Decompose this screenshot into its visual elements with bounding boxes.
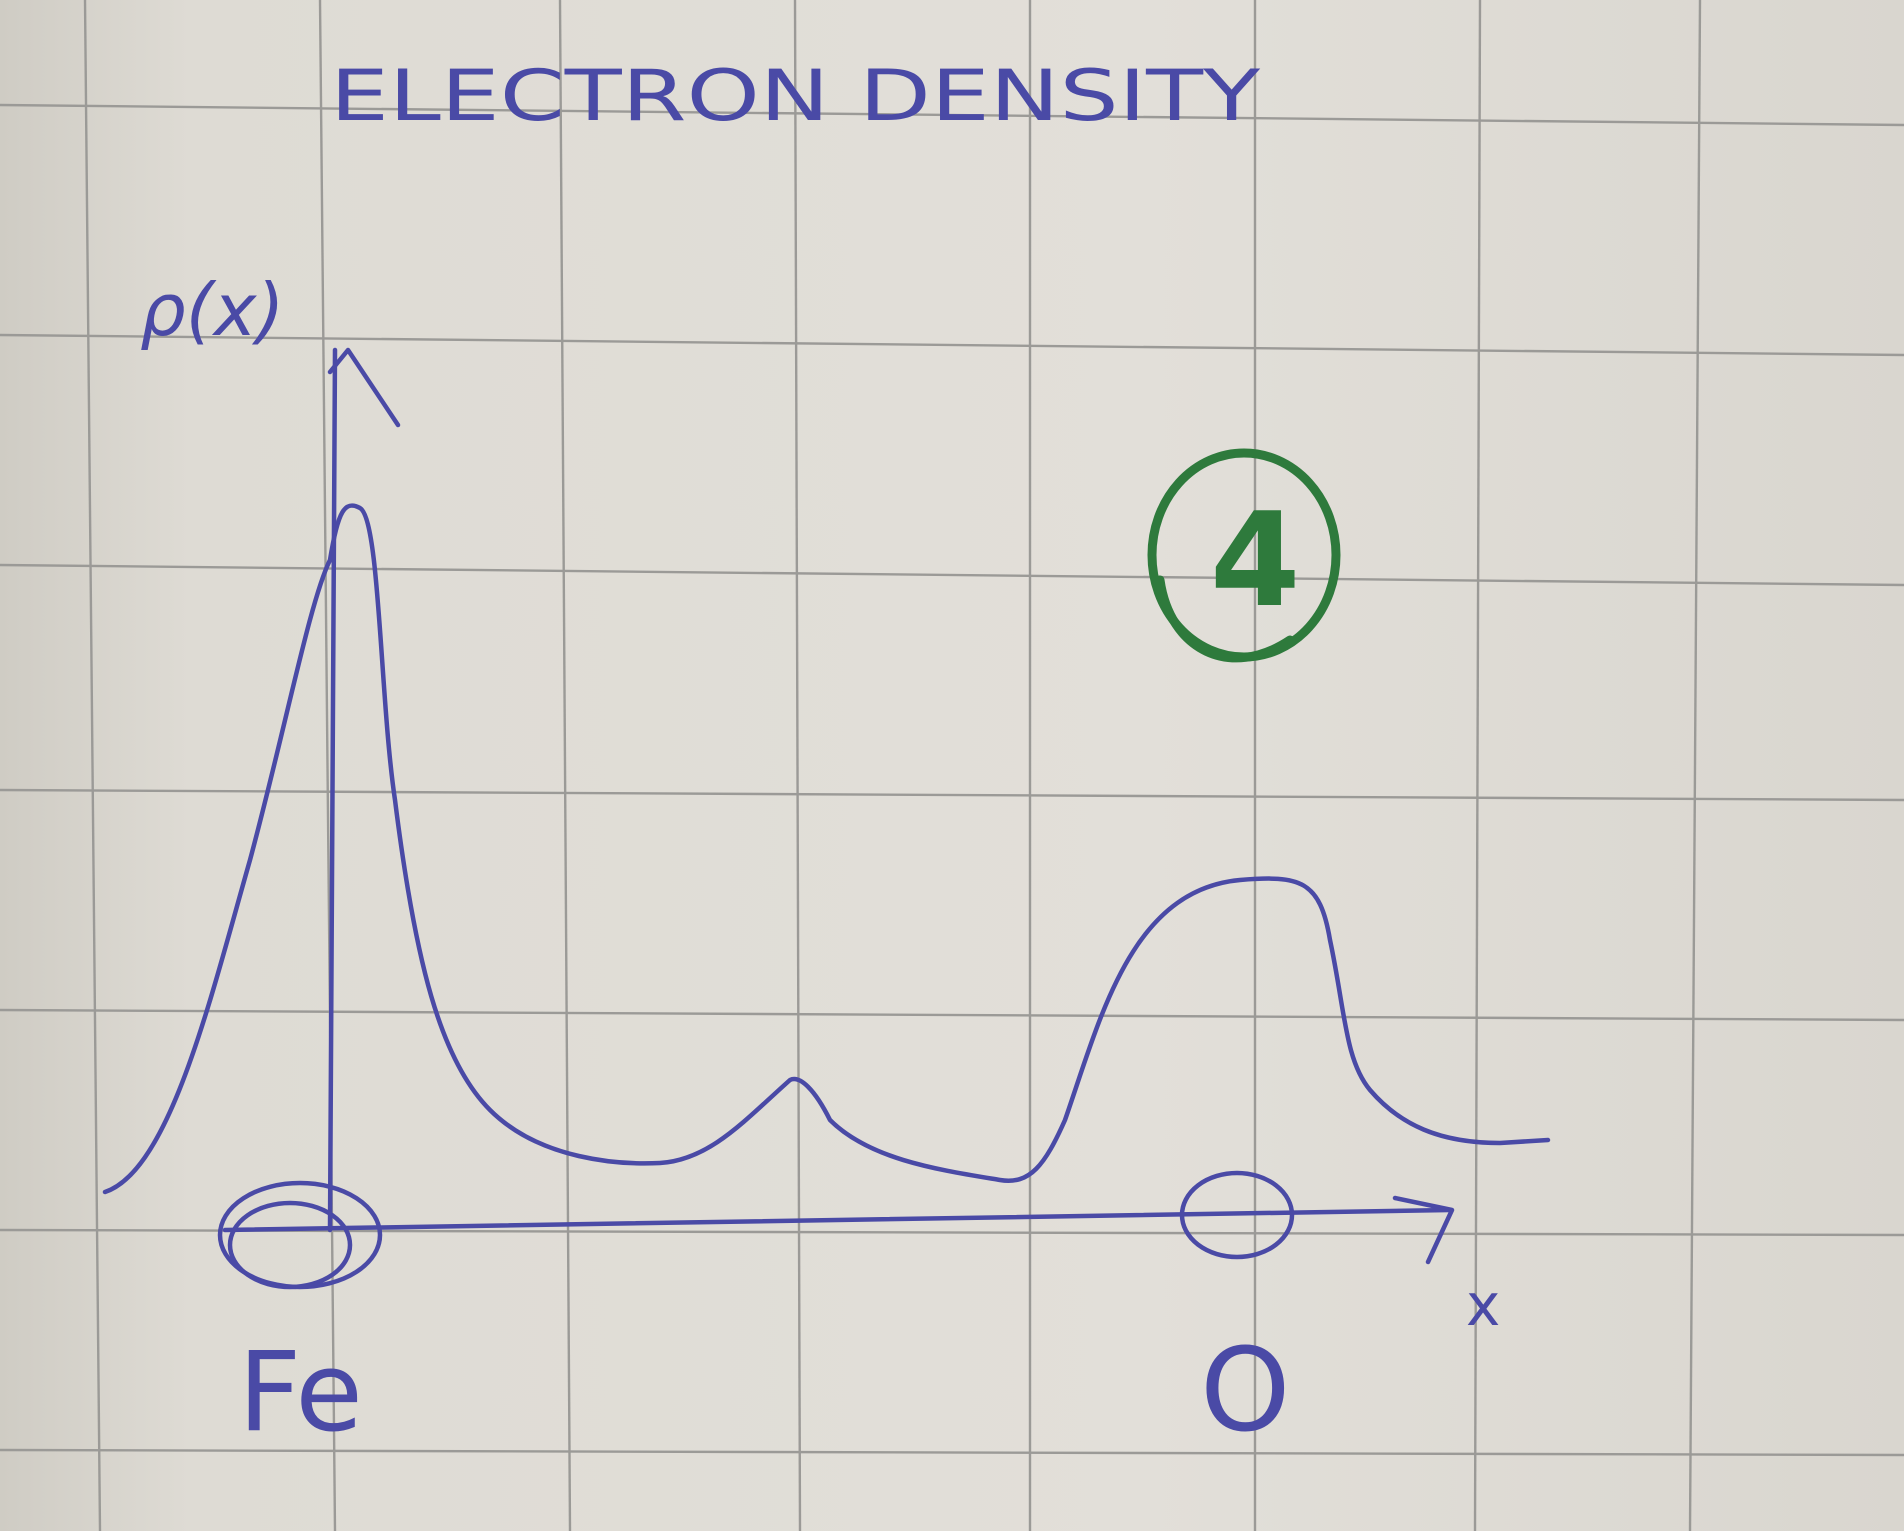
y-axis-arrowhead: [327, 347, 401, 428]
o-atom-label: O: [1200, 1324, 1291, 1458]
fe-atom-circle-inner: [227, 1200, 353, 1290]
density-curve: [102, 503, 1551, 1195]
diagram-title: ELECTRON DENSITY: [330, 55, 1260, 137]
fe-atom-label: Fe: [238, 1328, 363, 1456]
grade-mark: 4: [1147, 448, 1341, 663]
x-axis-arrowhead: [1392, 1195, 1455, 1265]
o-atom-circle: [1179, 1170, 1295, 1260]
x-axis-label: x: [1466, 1271, 1500, 1339]
x-axis: [222, 1207, 1453, 1233]
grade-number: 4: [1210, 484, 1300, 636]
grade-circle-stroke: [1155, 575, 1295, 663]
y-axis: [327, 347, 338, 1233]
y-axis-label: ρ(x): [140, 268, 285, 352]
